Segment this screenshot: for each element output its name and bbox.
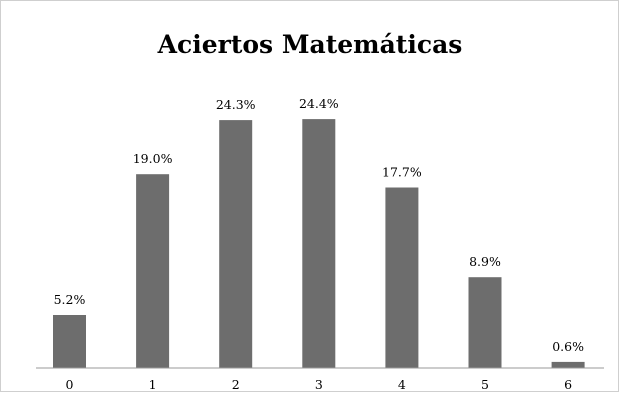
bar-1 <box>136 174 170 368</box>
x-tick-labels-group: 0 1 2 3 4 5 6 <box>66 377 573 392</box>
chart-title: Aciertos Matemáticas <box>157 30 463 59</box>
x-tick-label-6: 6 <box>564 377 572 392</box>
bar-3 <box>302 119 336 368</box>
x-tick-label-3: 3 <box>315 377 323 392</box>
data-label-6: 0.6% <box>552 339 584 354</box>
x-tick-label-2: 2 <box>232 377 240 392</box>
data-label-4: 17.7% <box>382 165 422 180</box>
x-tick-label-5: 5 <box>481 377 489 392</box>
x-tick-label-1: 1 <box>149 377 157 392</box>
x-tick-label-4: 4 <box>398 377 406 392</box>
bar-5 <box>468 277 502 368</box>
bar-0 <box>53 315 86 368</box>
x-tick-label-0: 0 <box>66 377 74 392</box>
data-labels-group: 5.2% 19.0% 24.3% 24.4% 17.7% 8.9% 0.6% <box>54 96 584 354</box>
data-label-2: 24.3% <box>216 97 256 112</box>
data-label-5: 8.9% <box>469 254 501 269</box>
data-label-3: 24.4% <box>299 96 339 111</box>
bar-4 <box>385 187 419 368</box>
bar-6 <box>551 361 585 368</box>
bars-group <box>53 119 585 368</box>
data-label-1: 19.0% <box>133 151 173 166</box>
bar-2 <box>219 120 253 368</box>
data-label-0: 5.2% <box>54 292 86 307</box>
